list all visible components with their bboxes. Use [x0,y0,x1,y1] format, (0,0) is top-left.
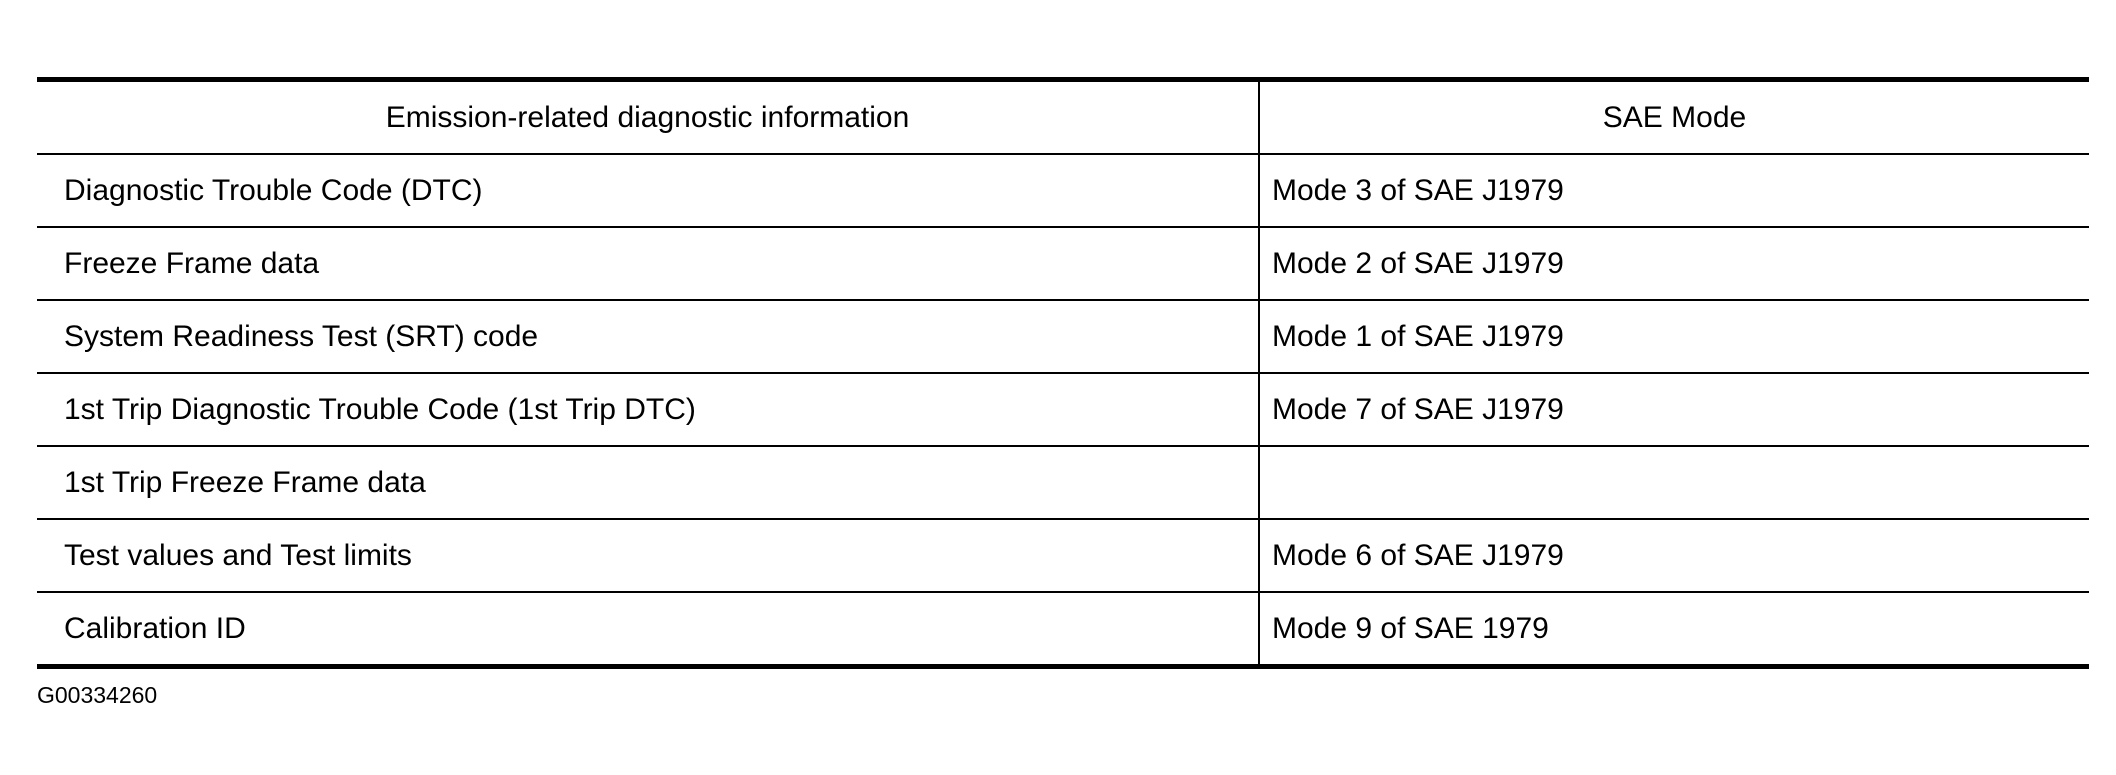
info-cell: Diagnostic Trouble Code (DTC) [37,155,1260,226]
table-row: Calibration ID Mode 9 of SAE 1979 [37,593,2089,664]
table-row: 1st Trip Diagnostic Trouble Code (1st Tr… [37,374,2089,447]
column-header-info: Emission-related diagnostic information [37,82,1260,153]
diagnostic-info-table: Emission-related diagnostic information … [37,77,2089,669]
sae-mode-cell: Mode 6 of SAE J1979 [1272,538,1564,572]
info-cell: Test values and Test limits [37,520,1260,591]
table-header-row: Emission-related diagnostic information … [37,82,2089,155]
table-row: 1st Trip Freeze Frame data [37,447,2089,520]
sae-mode-cell: Mode 3 of SAE J1979 [1272,173,1564,207]
table-row: Freeze Frame data Mode 2 of SAE J1979 [37,228,2089,301]
info-cell: 1st Trip Freeze Frame data [37,447,1260,518]
info-cell: System Readiness Test (SRT) code [37,301,1260,372]
sae-mode-cell: Mode 9 of SAE 1979 [1272,611,1549,645]
sae-mode-cell [1260,447,2089,518]
table-row: Diagnostic Trouble Code (DTC) Mode 3 of … [37,155,2089,228]
figure-id: G00334260 [37,682,158,708]
sae-mode-cell: Mode 1 of SAE J1979 [1272,319,1564,353]
sae-mode-cell: Mode 2 of SAE J1979 [1272,246,1564,280]
info-cell: 1st Trip Diagnostic Trouble Code (1st Tr… [37,374,1260,445]
table-row: System Readiness Test (SRT) code Mode 1 … [37,301,2089,374]
sae-mode-cell: Mode 7 of SAE J1979 [1272,392,1564,426]
column-header-sae-mode: SAE Mode [1602,100,1747,134]
table-row: Test values and Test limits Mode 6 of SA… [37,520,2089,593]
info-cell: Calibration ID [37,593,1260,664]
info-cell: Freeze Frame data [37,228,1260,299]
